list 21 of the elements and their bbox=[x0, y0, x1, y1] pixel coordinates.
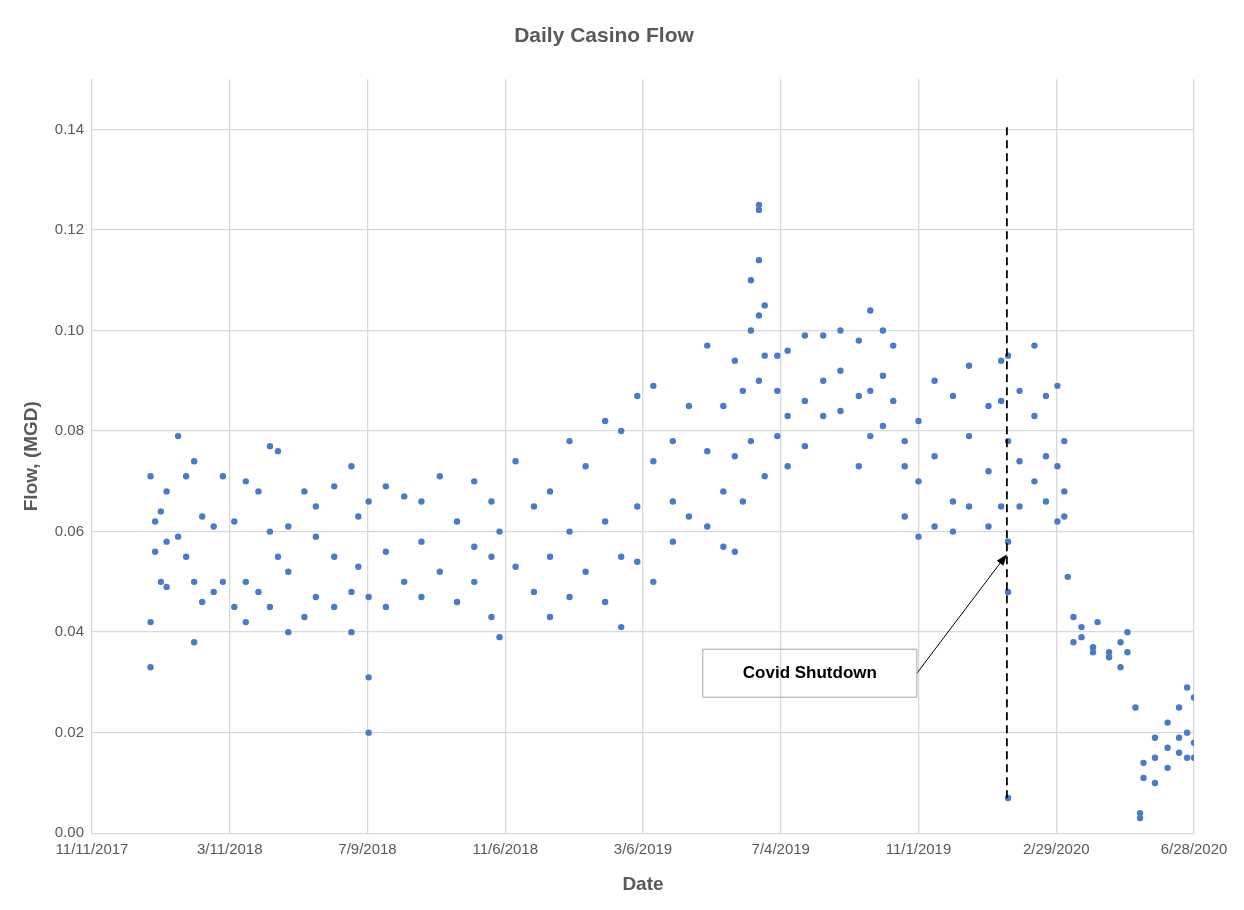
y-tick-label: 0.00 bbox=[54, 823, 84, 841]
x-tick-label: 3/11/2018 bbox=[196, 840, 263, 858]
x-tick-label: 11/6/2018 bbox=[472, 840, 539, 858]
y-tick-label: 0.14 bbox=[54, 119, 84, 137]
x-tick-label: 3/6/2019 bbox=[613, 840, 673, 858]
chart-title: Daily Casino Flow bbox=[514, 23, 695, 47]
y-tick-label: 0.06 bbox=[54, 521, 84, 539]
annotation: Covid Shutdown bbox=[742, 662, 877, 682]
x-tick-label: 2/29/2020 bbox=[1022, 840, 1090, 858]
y-tick-label: 0.08 bbox=[54, 421, 84, 439]
x-tick-label: 11/1/2019 bbox=[885, 840, 952, 858]
y-tick-label: 0.02 bbox=[54, 722, 84, 740]
y-tick-label: 0.12 bbox=[54, 220, 84, 238]
y-tick-label: 0.04 bbox=[54, 622, 84, 640]
x-axis-title: Date bbox=[622, 872, 664, 894]
y-axis-title: Flow, (MGD) bbox=[19, 401, 41, 512]
x-tick-label: 6/28/2020 bbox=[1160, 840, 1228, 858]
x-tick-label: 7/9/2018 bbox=[338, 840, 397, 858]
x-tick-label: 7/4/2019 bbox=[751, 840, 810, 858]
y-tick-label: 0.10 bbox=[54, 320, 84, 338]
x-tick-label: 11/11/2017 bbox=[55, 840, 129, 858]
